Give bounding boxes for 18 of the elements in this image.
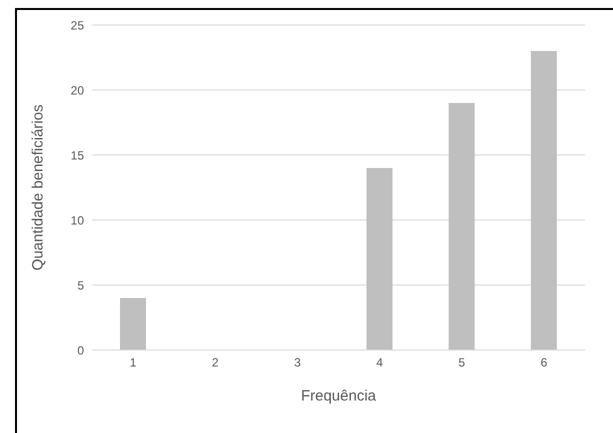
bar (530, 51, 557, 350)
y-tick-label: 10 (70, 213, 84, 228)
bar (366, 168, 392, 350)
x-axis-title: Frequência (300, 388, 377, 405)
y-tick-label: 5 (77, 278, 84, 292)
y-tick-label: 0 (77, 343, 84, 358)
y-tick-label: 25 (70, 18, 84, 32)
bar (120, 298, 146, 350)
x-tick-label: 5 (458, 356, 466, 370)
x-tick-label: 1 (130, 356, 137, 370)
x-tick-label: 3 (294, 356, 302, 370)
x-tick-label: 4 (376, 356, 384, 370)
y-tick-label: 15 (70, 148, 84, 162)
x-tick-label: 2 (212, 356, 219, 370)
x-tick-label: 6 (540, 356, 548, 370)
y-axis-title: Quantidade beneficiários (29, 104, 46, 270)
bar (448, 103, 475, 350)
y-tick-label: 20 (70, 83, 84, 98)
